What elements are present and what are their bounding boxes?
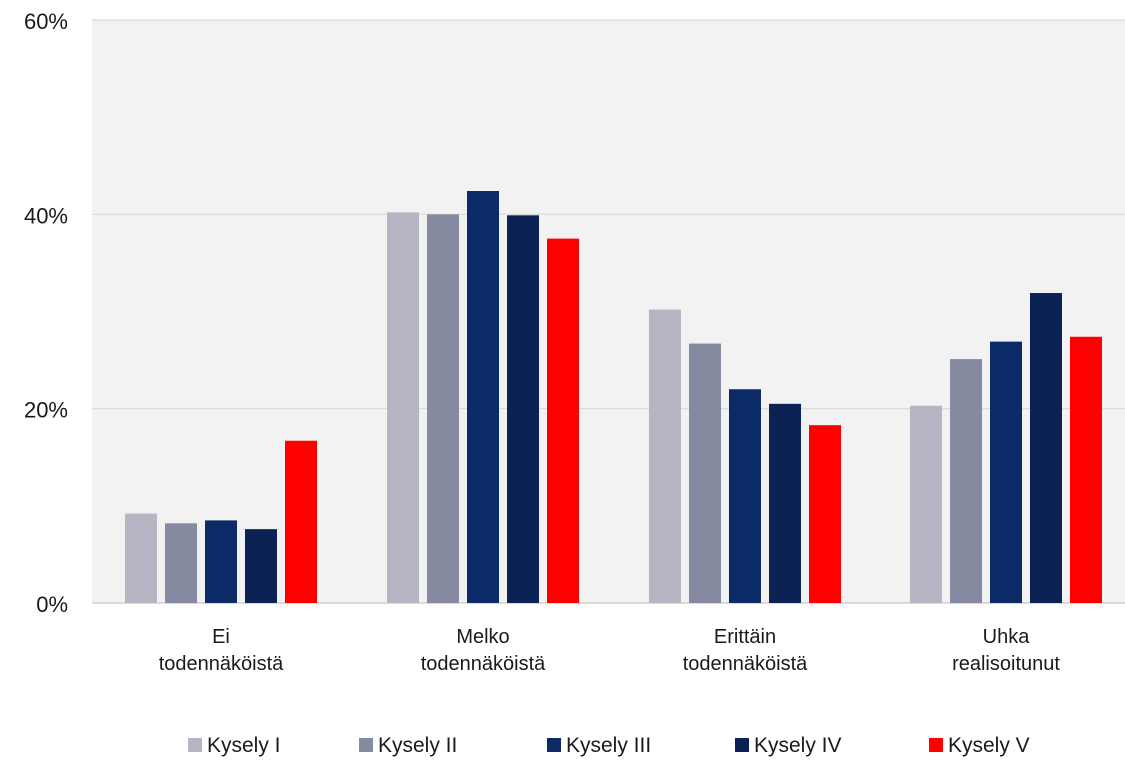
- legend-item: Kysely III: [547, 734, 651, 757]
- y-tick-label: 40%: [24, 203, 68, 228]
- x-tick-label: Melko todennäköistä: [421, 626, 546, 675]
- legend-label: Kysely II: [378, 734, 457, 757]
- bar: [1030, 293, 1062, 603]
- bar: [245, 529, 277, 603]
- bar: [427, 214, 459, 604]
- legend-label: Kysely V: [948, 734, 1030, 757]
- legend-swatch: [547, 738, 561, 752]
- legend-label: Kysely III: [566, 734, 651, 757]
- y-tick-label: 0%: [36, 592, 68, 617]
- bar: [507, 215, 539, 603]
- x-tick-label: Ei todennäköistä: [159, 626, 284, 675]
- bar: [205, 520, 237, 603]
- y-tick-label: 20%: [24, 398, 68, 423]
- legend-swatch: [929, 738, 943, 752]
- bar: [387, 212, 419, 603]
- legend-label: Kysely IV: [754, 734, 842, 757]
- legend: Kysely I Kysely II Kysely III Kysely IV Kyse…: [188, 734, 1030, 757]
- legend-item: Kysely I: [188, 734, 281, 757]
- bar: [729, 389, 761, 603]
- legend-item: Kysely II: [359, 734, 457, 757]
- bar: [649, 309, 681, 603]
- legend-swatch: [359, 738, 373, 752]
- legend-item: Kysely IV: [735, 734, 842, 757]
- legend-item: Kysely V: [929, 734, 1030, 757]
- bar: [910, 405, 942, 603]
- x-axis-tick-labels: Ei todennäköistä Melko todennäköistä Erittäi…: [159, 626, 1061, 675]
- legend-label: Kysely I: [207, 734, 281, 757]
- bar: [1070, 336, 1102, 603]
- bars: [125, 191, 1102, 604]
- legend-swatch: [735, 738, 749, 752]
- y-axis-tick-labels: 0% 20% 40% 60%: [24, 9, 68, 617]
- x-tick-label: Erittäin todennäköistä: [683, 626, 808, 675]
- bar: [285, 440, 317, 603]
- bar: [165, 523, 197, 603]
- legend-swatch: [188, 738, 202, 752]
- bar: [125, 513, 157, 603]
- x-tick-label: Uhka realisoitunut: [952, 626, 1060, 675]
- bar: [547, 238, 579, 603]
- bar: [809, 425, 841, 603]
- bar: [467, 191, 499, 603]
- bar: [990, 341, 1022, 603]
- y-tick-label: 60%: [24, 9, 68, 34]
- bar: [689, 343, 721, 603]
- bar: [950, 359, 982, 603]
- bar: [769, 403, 801, 603]
